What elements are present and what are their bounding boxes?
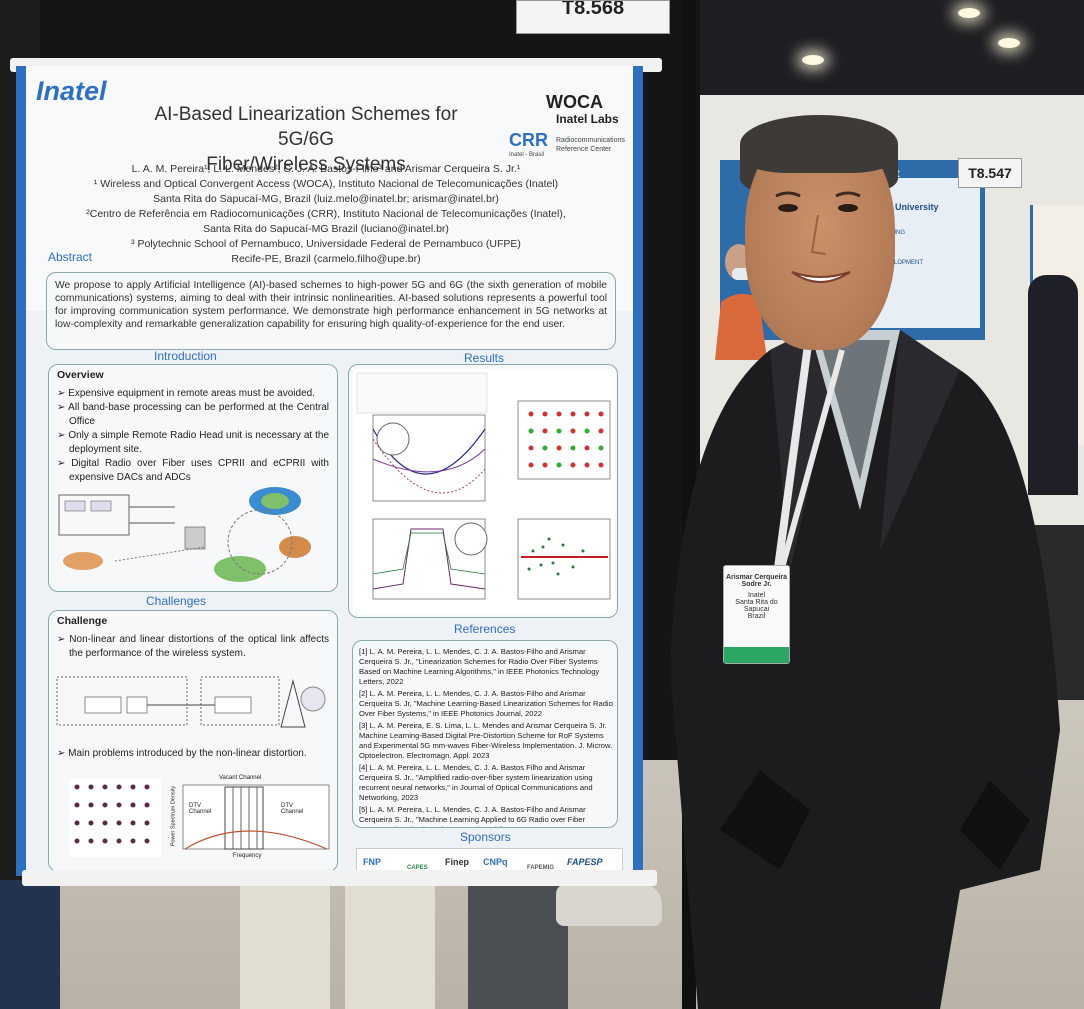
sponsors-heading: Sponsors bbox=[460, 830, 511, 844]
results-panel bbox=[348, 364, 618, 618]
bullet: ➢ Only a simple Remote Radio Head unit i… bbox=[57, 430, 329, 455]
challenge-title: Challenge bbox=[57, 615, 108, 627]
background-poster-line: IN DEVELOPMENT bbox=[870, 260, 924, 266]
badge-name: Arismar Cerqueira Sodre Jr. bbox=[725, 574, 788, 588]
poster-title-line: AI-Based Linearization Schemes for 5G/6G bbox=[154, 104, 458, 150]
abstract-heading: Abstract bbox=[48, 250, 93, 264]
poster-authors: L. A. M. Pereira¹, L. L. Mendes², C. J. … bbox=[86, 162, 566, 267]
poster-title-line: Fiber/Wireless Systems bbox=[206, 154, 406, 175]
bullet: ➢ Digital Radio over Fiber uses CPRII an… bbox=[57, 458, 329, 483]
overview-panel: Overview ➢ Expensive equipment in remote… bbox=[48, 364, 338, 592]
inatel-logo: Inatel bbox=[36, 76, 107, 106]
visitor-legs bbox=[345, 880, 435, 1009]
reference-item: [2] L. A. M. Pereira, L. L. Mendes, C. J… bbox=[359, 689, 613, 718]
visitor-legs bbox=[468, 880, 568, 1009]
spectrum-plot bbox=[182, 784, 330, 850]
badge-color-band bbox=[724, 647, 789, 663]
challenge-bullets: ➢ Non-linear and linear distortions of t… bbox=[57, 633, 329, 661]
research-poster: Inatel AI-Based Linearization Schemes fo… bbox=[16, 66, 643, 876]
results-figures bbox=[353, 369, 615, 615]
affiliation: Recife-PE, Brazil (carmelo.filho@upe.br) bbox=[231, 253, 421, 265]
affiliation: Santa Rita do Sapucaí-MG Brazil (luciano… bbox=[203, 223, 449, 235]
crr-logo: CRR bbox=[509, 130, 548, 150]
sponsor-logo: Finep bbox=[445, 857, 469, 867]
network-diagram bbox=[58, 487, 311, 582]
badge-place: Santa Rita do Sapucai bbox=[735, 599, 778, 613]
authors-line: L. A. M. Pereira¹, L. L. Mendes², C. J. … bbox=[131, 163, 521, 175]
visitor-legs bbox=[240, 880, 330, 1009]
scatter-points bbox=[527, 537, 585, 576]
dtv-label: DTV Channel bbox=[189, 803, 212, 815]
ceiling-light bbox=[958, 8, 980, 18]
constellation-points bbox=[528, 411, 604, 468]
introduction-heading: Introduction bbox=[154, 349, 217, 363]
bullet: ➢ Expensive equipment in remote areas mu… bbox=[57, 388, 315, 399]
badge-org: Inatel bbox=[747, 592, 766, 599]
vacant-channel-label: Vacant Channel bbox=[219, 775, 262, 781]
overview-title: Overview bbox=[57, 369, 104, 381]
sponsor-logo: FNP bbox=[363, 857, 381, 867]
visitor-legs-left bbox=[0, 880, 60, 1009]
bullet: ➢ All band-base processing can be perfor… bbox=[57, 402, 329, 427]
ceiling bbox=[680, 0, 1084, 100]
name-badge: Arismar Cerqueira Sodre Jr. Inatel Santa… bbox=[723, 565, 790, 664]
reference-item: [3] L. A. M. Pereira, E. S. Lima, L. L. … bbox=[359, 721, 613, 760]
bullet: ➢ Non-linear and linear distortions of t… bbox=[57, 634, 329, 659]
overview-bullets: ➢ Expensive equipment in remote areas mu… bbox=[57, 387, 329, 485]
poster-title: AI-Based Linearization Schemes for 5G/6G… bbox=[126, 102, 486, 177]
main-problems-text: ➢ Main problems introduced by the non-li… bbox=[57, 747, 329, 761]
abstract-box: We propose to apply Artificial Intellige… bbox=[46, 272, 616, 350]
references-heading: References bbox=[454, 622, 516, 636]
rof-diagram bbox=[56, 676, 326, 728]
reference-item: [1] L. A. M. Pereira, L. L. Mendes, C. J… bbox=[359, 647, 600, 686]
woca-logo-sub: Inatel Labs bbox=[556, 112, 619, 126]
badge-country: Brazil bbox=[747, 613, 766, 620]
banner-bottom-rod bbox=[22, 870, 657, 886]
man-hair-top bbox=[740, 115, 898, 173]
affiliation: ²Centro de Referência em Radiocomunicaçõ… bbox=[86, 208, 566, 220]
man-face-features bbox=[775, 191, 861, 283]
bullet: ➢ Main problems introduced by the non-li… bbox=[57, 748, 307, 759]
references-panel: [1] L. A. M. Pereira, L. L. Mendes, C. J… bbox=[352, 640, 618, 828]
sponsor-logo: CNPq bbox=[483, 857, 508, 867]
affiliation: Santa Rita do Sapucaí-MG, Brazil (luiz.m… bbox=[153, 193, 499, 205]
sponsor-logo: CAPES bbox=[407, 865, 428, 871]
challenges-heading: Challenges bbox=[146, 594, 207, 608]
reference-list: [1] L. A. M. Pereira, L. L. Mendes, C. J… bbox=[359, 647, 615, 827]
challenge-panel: Challenge ➢ Non-linear and linear distor… bbox=[48, 610, 338, 872]
distorted-constellation bbox=[69, 779, 161, 857]
reference-item: [4] L. A. M. Pereira, L. L. Mendes, C. J… bbox=[359, 763, 593, 802]
dtv-label: DTV Channel bbox=[281, 803, 304, 815]
sponsor-logo: FAPESP bbox=[567, 857, 603, 867]
sponsor-logo: FAPEMIG bbox=[527, 865, 555, 871]
affiliation: ¹ Wireless and Optical Convergent Access… bbox=[93, 178, 559, 190]
background-poster-sub: University bbox=[895, 202, 939, 212]
frequency-label: Frequency bbox=[233, 853, 262, 859]
woca-logo: WOCA bbox=[546, 92, 603, 112]
man-body bbox=[670, 329, 1060, 1009]
background-person-right bbox=[1028, 275, 1078, 495]
spectrum-figure: Vacant Channel DTV Channel DTV Channel F… bbox=[169, 773, 333, 865]
psd-label: Power Spectrum Density bbox=[170, 785, 177, 847]
booth-number-sign-top: T8.568 bbox=[516, 0, 670, 34]
crr-logo-desc: Radiocommunications Reference Center bbox=[556, 137, 625, 153]
poster-header bbox=[26, 66, 633, 311]
affiliation: ³ Polytechnic School of Pernambuco, Univ… bbox=[131, 238, 521, 250]
ceiling-light bbox=[998, 38, 1020, 48]
reference-item: [5] L. A. M. Pereira, L. L. Mendes, C. J… bbox=[359, 805, 586, 827]
booth-number-sign: T8.547 bbox=[958, 158, 1022, 188]
sneaker bbox=[556, 884, 662, 926]
ceiling-light bbox=[802, 55, 824, 65]
crr-logo-country: Inatel - Brasil bbox=[509, 152, 545, 158]
results-heading: Results bbox=[464, 351, 505, 365]
